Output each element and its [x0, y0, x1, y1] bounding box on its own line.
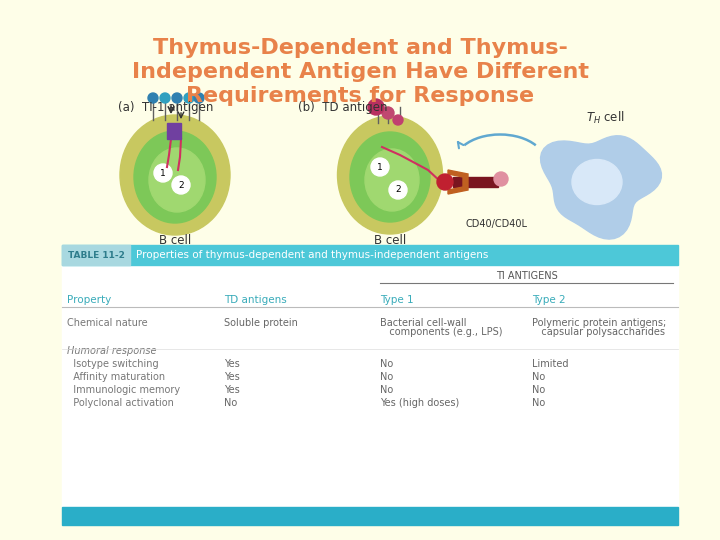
Circle shape: [160, 93, 170, 103]
Text: Property: Property: [67, 295, 112, 305]
Text: No: No: [380, 359, 393, 369]
Text: Independent Antigen Have Different: Independent Antigen Have Different: [132, 62, 588, 82]
Circle shape: [148, 93, 158, 103]
Text: Requirements for Response: Requirements for Response: [186, 86, 534, 106]
Text: Isotype switching: Isotype switching: [67, 359, 158, 369]
Text: Thymus-Dependent and Thymus-: Thymus-Dependent and Thymus-: [153, 38, 567, 58]
Text: Polymeric protein antigens;: Polymeric protein antigens;: [532, 318, 666, 328]
Polygon shape: [541, 136, 662, 239]
Circle shape: [184, 93, 194, 103]
Ellipse shape: [120, 115, 230, 235]
Text: Immunologic memory: Immunologic memory: [67, 385, 180, 395]
Text: TABLE 11-2: TABLE 11-2: [68, 251, 125, 260]
Circle shape: [389, 181, 407, 199]
Text: CD40/CD40L: CD40/CD40L: [465, 219, 527, 229]
Text: Yes: Yes: [224, 372, 240, 382]
Ellipse shape: [149, 148, 205, 212]
Text: No: No: [532, 398, 545, 408]
Bar: [62, 245, 678, 265]
Text: $T_H$ cell: $T_H$ cell: [585, 110, 624, 126]
Bar: [62, 265, 678, 507]
Text: TI ANTIGENS: TI ANTIGENS: [495, 271, 557, 281]
Text: TD antigens: TD antigens: [224, 295, 287, 305]
Text: Chemical nature: Chemical nature: [67, 318, 148, 328]
Text: Yes (high doses): Yes (high doses): [380, 398, 459, 408]
Circle shape: [494, 172, 508, 186]
Text: Bacterial cell-wall: Bacterial cell-wall: [380, 318, 467, 328]
Bar: [453, 177, 498, 187]
Text: No: No: [380, 372, 393, 382]
Circle shape: [172, 176, 190, 194]
Text: No: No: [532, 385, 545, 395]
Text: 2: 2: [395, 186, 401, 194]
Circle shape: [382, 107, 394, 119]
Text: Type 1: Type 1: [380, 295, 413, 305]
Circle shape: [154, 164, 172, 182]
Text: 2: 2: [178, 180, 184, 190]
Text: Type 2: Type 2: [532, 295, 566, 305]
Text: (a)  TI-1 antigen: (a) TI-1 antigen: [118, 102, 213, 114]
Text: Polyclonal activation: Polyclonal activation: [67, 398, 174, 408]
Text: B cell: B cell: [374, 233, 406, 246]
Text: Soluble protein: Soluble protein: [224, 318, 298, 328]
Text: Yes: Yes: [224, 359, 240, 369]
Circle shape: [371, 158, 389, 176]
Ellipse shape: [338, 116, 443, 234]
Text: (b)  TD antigen: (b) TD antigen: [298, 102, 387, 114]
Ellipse shape: [572, 159, 622, 205]
Bar: [167, 123, 181, 139]
Text: 1: 1: [160, 168, 166, 178]
Circle shape: [393, 115, 403, 125]
Ellipse shape: [134, 131, 216, 223]
Polygon shape: [448, 170, 468, 194]
Text: Yes: Yes: [224, 385, 240, 395]
Text: components (e.g., LPS): components (e.g., LPS): [380, 327, 503, 337]
Bar: [62, 245, 130, 265]
Text: Properties of thymus-dependent and thymus-independent antigens: Properties of thymus-dependent and thymu…: [136, 250, 488, 260]
Text: No: No: [224, 398, 238, 408]
Text: Humoral response: Humoral response: [67, 346, 156, 356]
Ellipse shape: [365, 149, 419, 211]
Text: B cell: B cell: [159, 233, 191, 246]
Text: Limited: Limited: [532, 359, 569, 369]
Circle shape: [172, 93, 182, 103]
Text: Affinity maturation: Affinity maturation: [67, 372, 165, 382]
Text: 1: 1: [377, 163, 383, 172]
Text: No: No: [532, 372, 545, 382]
Ellipse shape: [350, 132, 430, 222]
Bar: [62, 507, 678, 525]
Circle shape: [368, 99, 384, 115]
Circle shape: [437, 174, 453, 190]
Text: capsular polysaccharides: capsular polysaccharides: [532, 327, 665, 337]
Text: No: No: [380, 385, 393, 395]
Circle shape: [194, 93, 204, 103]
